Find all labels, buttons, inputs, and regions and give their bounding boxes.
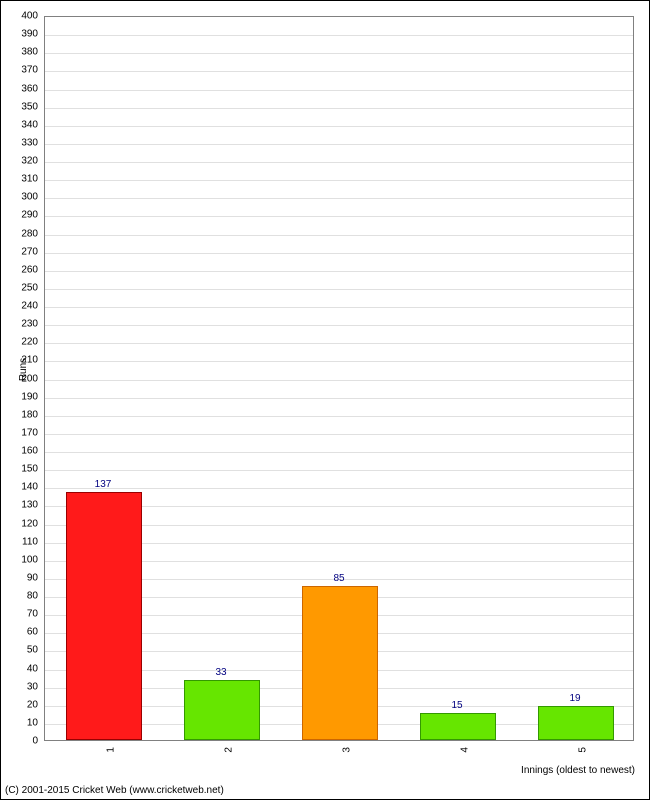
ytick-label: 30 <box>27 681 38 692</box>
ytick-label: 90 <box>27 572 38 583</box>
ytick-label: 170 <box>21 427 38 438</box>
gridline <box>45 35 633 36</box>
gridline <box>45 144 633 145</box>
ytick-label: 220 <box>21 337 38 348</box>
ytick-label: 360 <box>21 83 38 94</box>
copyright-text: (C) 2001-2015 Cricket Web (www.cricketwe… <box>5 785 224 796</box>
ytick-label: 200 <box>21 373 38 384</box>
gridline <box>45 343 633 344</box>
ytick-label: 80 <box>27 591 38 602</box>
x-axis-label: Innings (oldest to newest) <box>521 765 635 776</box>
gridline <box>45 253 633 254</box>
ytick-label: 300 <box>21 192 38 203</box>
ytick-label: 330 <box>21 137 38 148</box>
ytick-label: 190 <box>21 391 38 402</box>
gridline <box>45 216 633 217</box>
gridline <box>45 126 633 127</box>
gridline <box>45 398 633 399</box>
ytick-label: 140 <box>21 482 38 493</box>
ytick-label: 130 <box>21 500 38 511</box>
ytick-label: 290 <box>21 210 38 221</box>
gridline <box>45 108 633 109</box>
ytick-label: 280 <box>21 228 38 239</box>
gridline <box>45 325 633 326</box>
ytick-label: 250 <box>21 282 38 293</box>
ytick-label: 350 <box>21 101 38 112</box>
xtick-label: 2 <box>224 747 235 753</box>
gridline <box>45 289 633 290</box>
bar-value-label: 33 <box>215 667 226 678</box>
ytick-label: 10 <box>27 717 38 728</box>
bar <box>420 713 497 740</box>
ytick-label: 180 <box>21 409 38 420</box>
ytick-label: 110 <box>22 536 38 547</box>
gridline <box>45 307 633 308</box>
bar-value-label: 19 <box>569 693 580 704</box>
gridline <box>45 71 633 72</box>
gridline <box>45 90 633 91</box>
bar-value-label: 85 <box>333 573 344 584</box>
ytick-label: 340 <box>21 119 38 130</box>
ytick-label: 100 <box>21 554 38 565</box>
gridline <box>45 488 633 489</box>
ytick-label: 240 <box>21 301 38 312</box>
bar <box>66 492 143 740</box>
gridline <box>45 416 633 417</box>
ytick-label: 260 <box>21 264 38 275</box>
ytick-label: 210 <box>21 355 38 366</box>
ytick-label: 400 <box>21 11 38 22</box>
gridline <box>45 180 633 181</box>
gridline <box>45 434 633 435</box>
plot-area <box>44 16 634 741</box>
ytick-label: 70 <box>27 609 38 620</box>
ytick-label: 50 <box>27 645 38 656</box>
gridline <box>45 470 633 471</box>
xtick-label: 4 <box>460 747 471 753</box>
ytick-label: 370 <box>21 65 38 76</box>
bar <box>538 706 615 740</box>
ytick-label: 20 <box>27 699 38 710</box>
bar-value-label: 137 <box>95 479 112 490</box>
gridline <box>45 380 633 381</box>
ytick-label: 230 <box>21 319 38 330</box>
ytick-label: 60 <box>27 627 38 638</box>
bar <box>184 680 261 740</box>
xtick-label: 3 <box>342 747 353 753</box>
ytick-label: 160 <box>21 446 38 457</box>
xtick-label: 5 <box>578 747 589 753</box>
ytick-label: 320 <box>21 156 38 167</box>
chart-container: Runs Innings (oldest to newest) (C) 2001… <box>0 0 650 800</box>
gridline <box>45 162 633 163</box>
ytick-label: 150 <box>21 464 38 475</box>
xtick-label: 1 <box>106 747 117 753</box>
ytick-label: 120 <box>21 518 38 529</box>
bar <box>302 586 379 740</box>
gridline <box>45 361 633 362</box>
ytick-label: 40 <box>27 663 38 674</box>
ytick-label: 0 <box>32 736 38 747</box>
ytick-label: 310 <box>21 174 38 185</box>
gridline <box>45 53 633 54</box>
gridline <box>45 271 633 272</box>
ytick-label: 390 <box>21 29 38 40</box>
bar-value-label: 15 <box>451 700 462 711</box>
ytick-label: 380 <box>21 47 38 58</box>
ytick-label: 270 <box>21 246 38 257</box>
gridline <box>45 452 633 453</box>
gridline <box>45 235 633 236</box>
gridline <box>45 198 633 199</box>
